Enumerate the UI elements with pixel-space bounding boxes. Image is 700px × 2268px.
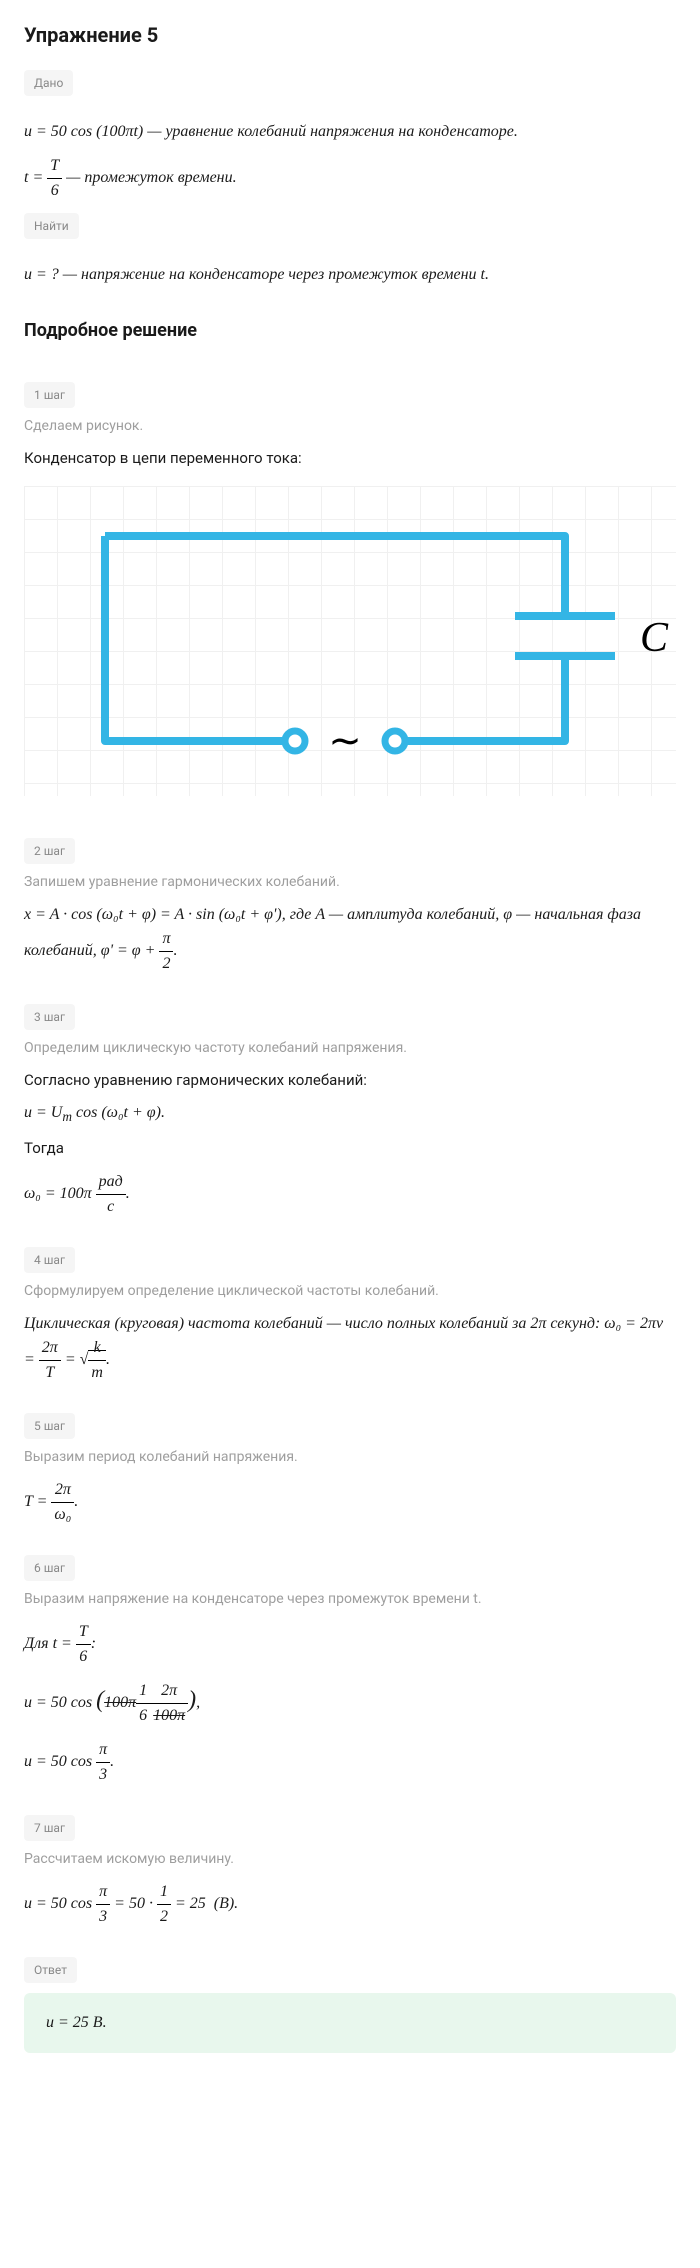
step-6-text-1: Для t = T6: [24,1620,676,1669]
step-7-tag: 7 шаг [24,1815,75,1841]
step-2-text: x = A · cos (ω₀t + φ) = A · sin (ω₀t + φ… [24,903,676,976]
page-title: Упражнение 5 [24,20,676,50]
step-3-formula-2: ω₀ = 100π радс. [24,1170,676,1219]
step-3-tag: 3 шаг [24,1004,75,1030]
step-6-desc: Выразим напряжение на конденсаторе через… [24,1589,676,1610]
step-6-formula-2: u = 50 cos π3. [24,1738,676,1787]
step-7-formula: u = 50 cos π3 = 50 · 12 = 25 (В). [24,1880,676,1929]
svg-text:∼: ∼ [328,718,362,763]
step-1-desc: Сделаем рисунок. [24,416,676,437]
step-4-tag: 4 шаг [24,1247,75,1273]
step-4-text: Циклическая (круговая) частота колебаний… [24,1312,676,1385]
circuit-diagram: ∼ C [24,486,676,796]
step-6-tag: 6 шаг [24,1555,75,1581]
given-line-2: t = T6 — промежуток времени. [24,154,676,203]
find-line: u = ? — напряжение на конденсаторе через… [24,263,676,287]
step-1-tag: 1 шаг [24,382,75,408]
step-5-tag: 5 шаг [24,1413,75,1439]
step-7-desc: Рассчитаем искомую величину. [24,1849,676,1870]
step-1-text: Конденсатор в цепи переменного тока: [24,447,676,470]
step-6-formula-1: u = 50 cos (100π162π100π), [24,1679,676,1728]
given-line-1: u = 50 cos (100πt) — уравнение колебаний… [24,120,676,144]
step-4-desc: Сформулируем определение циклической час… [24,1281,676,1302]
step-5-desc: Выразим период колебаний напряжения. [24,1447,676,1468]
step-2-tag: 2 шаг [24,838,75,864]
step-3-text: Согласно уравнению гармонических колебан… [24,1069,676,1092]
answer-box: u = 25 В. [24,1993,676,2053]
capacitor-label: C [640,615,669,661]
solution-title: Подробное решение [24,317,676,344]
step-5-formula: T = 2πω₀. [24,1478,676,1527]
step-3-formula-1: u = Um cos (ω₀t + φ). [24,1101,676,1127]
step-2-desc: Запишем уравнение гармонических колебани… [24,872,676,893]
given-tag: Дано [24,70,73,96]
step-3-text-2: Тогда [24,1137,676,1160]
find-tag: Найти [24,213,79,239]
circuit-svg: ∼ C [24,486,676,796]
step-3-desc: Определим циклическую частоту колебаний … [24,1038,676,1059]
answer-tag: Ответ [24,1957,77,1983]
